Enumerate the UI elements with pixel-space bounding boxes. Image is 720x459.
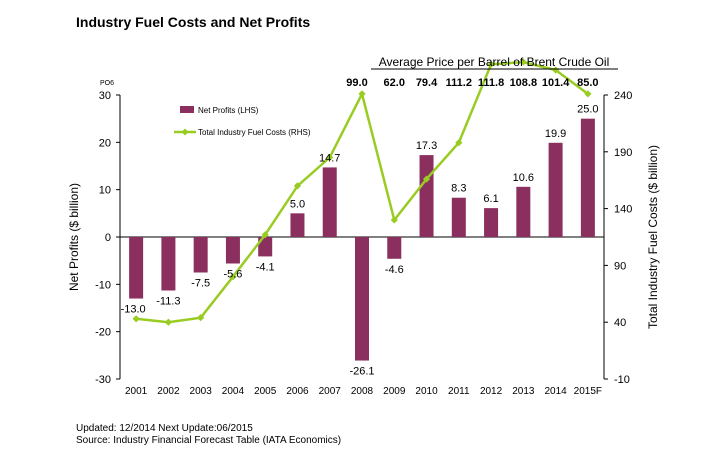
bar-data-label: 19.9 (545, 128, 566, 140)
left-tick-label: -10 (95, 279, 111, 291)
brent-price-value: 111.8 (478, 77, 504, 89)
bar-data-label: 25.0 (577, 104, 598, 116)
bar (225, 237, 240, 264)
legend-line-label: Total Industry Fuel Costs (RHS) (198, 128, 311, 137)
left-tick-label: -20 (95, 327, 111, 339)
y-left-axis-title: Net Profits ($ billion) (67, 183, 81, 291)
bar (258, 237, 273, 257)
brent-price-value: 99.0 (346, 77, 367, 89)
fuel-cost-point (552, 66, 560, 74)
chart-title: Industry Fuel Costs and Net Profits (76, 14, 311, 30)
right-tick-label: 140 (614, 204, 632, 216)
fuel-cost-point (164, 318, 172, 326)
x-tick-label: 2004 (222, 386, 245, 397)
footer: Updated: 12/2014 Next Update:06/2015 Sou… (76, 423, 341, 447)
x-tick-label: 2001 (125, 386, 148, 397)
x-tick-label: 2002 (157, 386, 180, 397)
fuel-cost-point (390, 216, 398, 224)
right-tick-label: 240 (614, 90, 632, 102)
bar (387, 237, 402, 259)
bar (451, 197, 466, 237)
x-tick-label: 2005 (254, 386, 277, 397)
legend-bar-label: Net Profits (LHS) (198, 106, 259, 115)
bar-data-label: 10.6 (513, 172, 534, 184)
bar (290, 213, 305, 237)
fuel-cost-point (455, 139, 463, 147)
x-tick-label: 2013 (512, 386, 535, 397)
bar-data-label: -11.3 (156, 295, 180, 307)
left-tick-label: 0 (105, 232, 111, 244)
source-note: Source: Industry Financial Forecast Tabl… (76, 435, 342, 446)
fuel-cost-point (132, 315, 140, 323)
left-tick-label: 30 (99, 90, 111, 102)
left-tick-label: 10 (99, 185, 111, 197)
right-tick-label: -10 (614, 374, 630, 386)
fuel-cost-point (293, 182, 302, 190)
x-tick-label: 2010 (415, 386, 438, 397)
bar-data-label: 14.7 (319, 152, 340, 164)
bar-data-label: -13.0 (121, 304, 146, 316)
bar-data-label: 6.1 (483, 193, 498, 205)
right-tick-label: 190 (614, 147, 632, 159)
right-tick-label: 40 (614, 317, 626, 329)
x-tick-label: 2014 (544, 386, 567, 397)
x-tick-label: 2012 (480, 386, 503, 397)
fuel-cost-point (197, 314, 205, 322)
bar (161, 237, 176, 291)
brent-price-value: 108.8 (510, 77, 538, 89)
fuel-cost-point (326, 153, 334, 162)
fuel-cost-point (584, 90, 592, 98)
brent-price-value: 111.2 (446, 77, 472, 89)
bar-data-label: -4.6 (385, 264, 404, 276)
bar-data-label: -5.6 (223, 269, 242, 281)
left-tick-label: -30 (95, 374, 111, 386)
legend-bar-swatch (180, 106, 194, 113)
corner-label: PO6 (100, 80, 114, 87)
right-tick-label: 90 (614, 260, 626, 272)
brent-price-value: 62.0 (384, 77, 405, 89)
x-tick-label: 2007 (319, 386, 342, 397)
x-tick-label: 2011 (448, 386, 470, 397)
legend-line-marker (181, 128, 189, 136)
bar (419, 155, 434, 237)
bar (516, 186, 531, 237)
fuel-cost-point (487, 60, 495, 68)
fuel-cost-point (358, 90, 366, 98)
x-tick-label: 2015F (574, 386, 602, 397)
fuel-cost-point (519, 58, 527, 66)
bar (580, 118, 595, 237)
x-tick-label: 2003 (190, 386, 213, 397)
bar-data-label: -4.1 (256, 261, 275, 273)
fuel-cost-point (261, 231, 269, 239)
bar-data-label: -7.5 (191, 278, 210, 290)
bar (355, 237, 369, 361)
bar (484, 208, 499, 237)
brent-heading: Average Price per Barrel of Brent Crude … (379, 55, 610, 69)
bar-data-label: 17.3 (416, 140, 437, 152)
bar (548, 142, 563, 237)
left-tick-label: 20 (99, 137, 111, 149)
bar-data-label: 5.0 (290, 198, 305, 210)
bar (193, 237, 208, 273)
brent-price-value: 101.4 (542, 77, 570, 89)
y-right-axis-title: Total Industry Fuel Costs ($ billion) (646, 145, 660, 329)
x-tick-label: 2008 (351, 386, 374, 397)
x-tick-label: 2006 (286, 386, 309, 397)
bar-data-label: -26.1 (349, 366, 374, 378)
brent-price-value: 79.4 (416, 77, 438, 89)
brent-price-value: 85.0 (577, 77, 598, 89)
x-tick-label: 2009 (383, 386, 406, 397)
bar-data-label: 8.3 (451, 183, 466, 195)
bar (129, 237, 144, 299)
fuel-cost-point (229, 273, 237, 281)
bar (322, 167, 337, 237)
fuel-cost-point (422, 175, 431, 183)
update-note: Updated: 12/2014 Next Update:06/2015 (76, 423, 253, 434)
